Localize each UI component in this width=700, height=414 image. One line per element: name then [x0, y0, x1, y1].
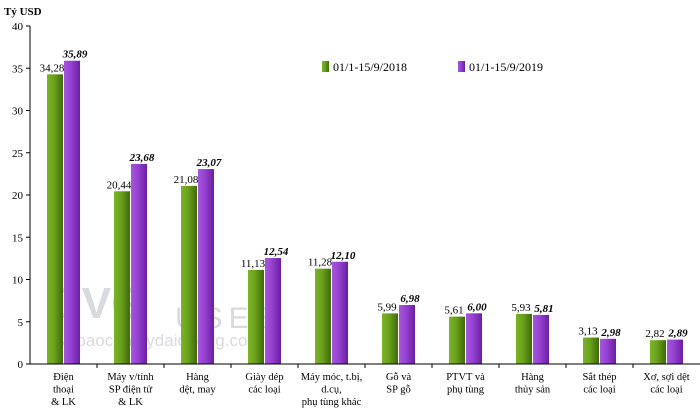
bar-2019	[265, 258, 281, 364]
x-category-line: các loại	[248, 385, 280, 396]
y-tick-label: 20	[12, 190, 24, 202]
x-category-line: Xơ, sợi dệt	[643, 372, 689, 383]
x-category-line: SP điện tử	[109, 385, 153, 396]
legend-swatch-2018	[322, 61, 329, 72]
bar-2018	[583, 337, 599, 364]
bar-2018	[114, 191, 130, 364]
data-label-2019: 2,89	[667, 328, 688, 340]
data-label-2018: 21,08	[174, 174, 199, 186]
x-category-line: Sắt thép	[582, 372, 616, 383]
data-label-2019: 12,10	[331, 250, 356, 262]
x-category-line: phụ tùng khác	[302, 397, 362, 408]
data-label-2018: 34,28	[40, 62, 65, 74]
data-label-2018: 5,93	[511, 302, 531, 314]
x-category-line: d.cụ,	[321, 385, 341, 396]
legend-label-2018: 01/1-15/9/2018	[333, 60, 407, 74]
bar-2019	[667, 339, 683, 364]
x-category-line: Gỗ và	[386, 372, 412, 383]
x-category-line: SP gỗ	[386, 385, 410, 396]
data-label-2018: 5,99	[377, 301, 397, 313]
data-label-2019: 12,54	[264, 246, 289, 258]
y-tick-label: 15	[12, 232, 24, 244]
data-label-2019: 23,68	[129, 152, 155, 164]
bar-2018	[650, 340, 666, 364]
data-label-2019: 35,89	[62, 49, 88, 61]
bar-2018	[315, 268, 331, 364]
x-category-line: Điện	[53, 372, 74, 383]
data-label-2019: 23,07	[196, 157, 222, 169]
bar-2018	[382, 313, 398, 364]
y-tick-label: 5	[18, 317, 24, 329]
data-label-2018: 2,82	[645, 328, 664, 340]
x-category-line: Hàng	[186, 372, 209, 383]
y-tick-label: 40	[12, 21, 24, 33]
x-category-label: Sắt thép các loại	[582, 372, 616, 396]
x-category-line: phụ tùng	[447, 385, 485, 396]
x-category-line: Máy móc, t.bị,	[301, 372, 363, 383]
x-category-line: & LK	[118, 397, 143, 408]
bar-2019	[198, 169, 214, 364]
data-label-2018: 20,44	[107, 179, 132, 191]
bar-2018	[516, 313, 532, 364]
unit-label: Tỷ USD	[4, 6, 42, 18]
bar-2019	[64, 60, 80, 365]
bar-2019	[332, 261, 348, 364]
data-label-2019: 6,98	[400, 293, 420, 305]
x-category-label: Máy v/tính SP điện tử & LK	[107, 372, 154, 408]
data-label-2019: 5,81	[534, 303, 553, 315]
data-label-2018: 5,61	[444, 305, 463, 317]
bar-2018	[47, 74, 63, 365]
x-category-label: Xơ, sợi dệt các loại	[643, 372, 689, 396]
bar-2019	[466, 313, 482, 364]
data-label-2018: 11,13	[241, 258, 266, 270]
x-category-label: Điện thoại & LK	[51, 372, 76, 408]
y-axis: 0 5 10 15 20 25 30 35 40	[12, 21, 31, 371]
watermark-url: thatbaocongtydaiduong.co	[48, 331, 247, 350]
bar-2018	[181, 185, 197, 364]
x-category-line: Máy v/tính	[107, 372, 154, 383]
x-category-line: & LK	[51, 397, 76, 408]
watermark: DVG USES thatbaocongtydaiduong.co	[48, 279, 275, 350]
bar-2019	[399, 305, 415, 364]
data-label-2019: 6,00	[467, 301, 487, 313]
y-tick-label: 30	[12, 106, 24, 118]
bar-2018	[449, 316, 465, 364]
data-label-2019: 2,98	[600, 327, 621, 339]
y-tick-label: 10	[12, 275, 24, 287]
bar-2018	[248, 269, 264, 364]
legend-swatch-2019	[458, 61, 465, 72]
x-category-label: Hàng thủy sản	[515, 372, 551, 396]
y-tick-label: 25	[12, 148, 24, 160]
x-category-label: PTVT và phụ tùng	[446, 372, 485, 396]
x-category-label: Giày dép các loại	[245, 372, 283, 396]
x-category-line: thủy sản	[515, 385, 551, 396]
data-label-2018: 3,13	[578, 326, 598, 338]
y-tick-label: 35	[12, 63, 24, 75]
bar-2019	[131, 163, 147, 364]
data-label-2018: 11,28	[308, 257, 333, 269]
legend-label-2019: 01/1-15/9/2019	[469, 60, 543, 74]
x-category-label: Hàng dệt, may	[179, 372, 216, 396]
x-category-line: các loại	[583, 385, 615, 396]
x-category-line: các loại	[650, 385, 682, 396]
legend: 01/1-15/9/2018 01/1-15/9/2019	[322, 60, 543, 74]
x-category-label: Máy móc, t.bị, d.cụ, phụ tùng khác	[301, 372, 363, 408]
x-category-line: Giày dép	[245, 372, 283, 383]
x-category-label: Gỗ và SP gỗ	[386, 372, 412, 396]
x-category-line: PTVT và	[446, 372, 485, 383]
bar-2019	[533, 314, 549, 364]
y-tick-label: 0	[18, 359, 24, 371]
x-category-line: dệt, may	[179, 385, 216, 396]
x-category-line: thoại	[53, 385, 74, 396]
x-category-line: Hàng	[521, 372, 544, 383]
bar-2019	[600, 338, 616, 364]
